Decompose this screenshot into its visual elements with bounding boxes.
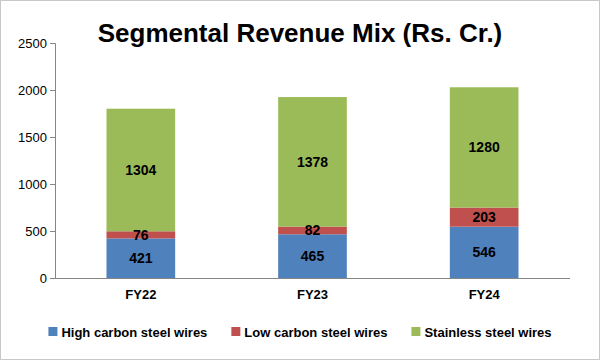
y-tick-label: 1000 xyxy=(18,177,47,192)
x-tick: FY23 xyxy=(297,287,328,302)
data-label: 1304 xyxy=(125,162,156,178)
bars xyxy=(107,87,519,278)
chart-border xyxy=(1,1,600,360)
y-axis: 0 500 1000 1500 2000 2500 xyxy=(18,36,55,286)
x-axis-line xyxy=(55,278,570,279)
bar xyxy=(107,238,176,278)
y-tick-label: 2000 xyxy=(18,83,47,98)
legend-item: Low carbon steel wires xyxy=(231,325,387,340)
x-tick-label: FY23 xyxy=(297,287,328,302)
y-tick: 2500 xyxy=(18,36,55,51)
x-tick: FY24 xyxy=(469,287,501,302)
y-tick-mark xyxy=(50,90,55,91)
legend-swatch xyxy=(411,327,420,336)
data-labels: 421 465 546 76 82 203 1304 1378 1280 xyxy=(125,139,500,266)
data-label: 1280 xyxy=(469,139,500,155)
y-tick: 0 xyxy=(40,271,55,286)
y-tick-label: 1500 xyxy=(18,130,47,145)
y-tick-label: 0 xyxy=(40,271,47,286)
bar xyxy=(450,208,519,227)
y-tick-mark xyxy=(50,43,55,44)
legend-swatch xyxy=(48,327,57,336)
y-tick-mark xyxy=(50,137,55,138)
legend-label: Low carbon steel wires xyxy=(244,325,387,340)
y-tick-mark xyxy=(50,184,55,185)
legend-label: Stainless steel wires xyxy=(424,325,551,340)
legend-label: High carbon steel wires xyxy=(61,325,207,340)
legend-item: High carbon steel wires xyxy=(48,325,207,340)
data-label: 82 xyxy=(305,222,321,238)
y-tick: 1000 xyxy=(18,177,55,192)
data-label: 421 xyxy=(129,250,153,266)
data-label: 1378 xyxy=(297,154,328,170)
y-tick-label: 500 xyxy=(25,224,47,239)
bar xyxy=(450,87,519,207)
y-axis-line xyxy=(50,44,56,279)
bar xyxy=(278,234,347,278)
data-label: 203 xyxy=(472,209,496,225)
bar xyxy=(107,109,176,232)
x-axis: FY22 FY23 FY24 xyxy=(55,279,570,303)
bar xyxy=(450,227,519,278)
legend-item: Stainless steel wires xyxy=(411,325,551,340)
legend: High carbon steel wires Low carbon steel … xyxy=(48,325,551,340)
x-tick: FY22 xyxy=(125,287,156,302)
x-tick-label: FY22 xyxy=(125,287,156,302)
y-tick: 500 xyxy=(25,224,55,239)
y-tick-mark xyxy=(50,231,55,232)
data-label: 465 xyxy=(301,248,325,264)
y-tick-mark xyxy=(50,278,55,279)
legend-swatch xyxy=(231,327,240,336)
y-tick-label: 2500 xyxy=(18,36,47,51)
chart-title: Segmental Revenue Mix (Rs. Cr.) xyxy=(98,18,503,48)
x-tick-label: FY24 xyxy=(469,287,501,302)
series-bars xyxy=(107,87,519,231)
y-tick: 2000 xyxy=(18,83,55,98)
bar xyxy=(278,97,347,227)
data-label: 546 xyxy=(472,244,496,260)
chart: 0 500 1000 1500 2000 2500 421 465 546 76 82 203 1304… xyxy=(0,0,600,360)
y-tick: 1500 xyxy=(18,130,55,145)
data-label: 76 xyxy=(133,227,149,243)
